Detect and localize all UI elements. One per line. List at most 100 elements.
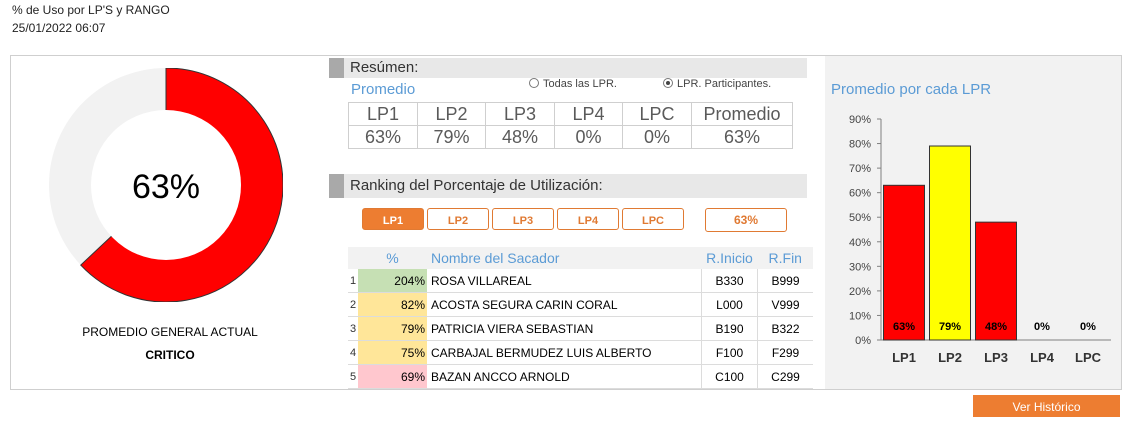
bar-lp2 [929,145,971,341]
section-marker [329,174,344,198]
x-tick-label-lp4: LP4 [1030,350,1055,365]
summary-col-lp1: LP1 [348,102,418,126]
radio-todas-label: Todas las LPR. [543,78,617,90]
row-fin: V999 [757,292,813,317]
row-inicio: B190 [701,316,758,341]
promedio-subtitle: Promedio [351,81,416,98]
ranking-header-name: Nombre del Sacador [427,247,702,269]
row-number: 2 [348,292,358,317]
ranking-header-row: % Nombre del Sacador R.Inicio R.Fin [348,247,813,269]
ranking-tab-lp3[interactable]: LP3 [492,208,554,230]
table-row: 2 82% ACOSTA SEGURA CARIN CORAL L000 V99… [348,292,813,317]
row-pct: 79% [358,316,427,341]
radio-lpr-participantes[interactable]: LPR. Participantes. [663,78,771,90]
row-name: ACOSTA SEGURA CARIN CORAL [427,292,702,317]
summary-col-promedio: Promedio [691,102,793,126]
lpr-average-chart: Promedio por cada LPR 0% 10% 20% 30% 40% 50% 6… [825,56,1121,389]
resumen-title: Resúmen: [350,59,419,76]
row-number: 1 [348,269,358,293]
row-fin: B999 [757,269,813,293]
x-tick-label-lp2: LP2 [938,350,962,365]
x-tick-label-lpc: LPC [1075,350,1102,365]
row-pct: 75% [358,340,427,365]
summary-value-lpc: 0% [622,125,692,149]
summary-value-promedio: 63% [691,125,793,149]
bar-chart-svg: 0% 10% 20% 30% 40% 50% 60% 70% 80% 90% 63% LP1 79% LP… [849,114,1111,365]
summary-value-lp4: 0% [554,125,623,149]
radio-dot-on[interactable] [663,78,673,88]
y-tick-label: 20% [849,286,871,298]
table-row: 1 204% ROSA VILLAREAL B330 B999 [348,269,813,293]
donut-caption: PROMEDIO GENERAL ACTUAL [82,325,258,339]
ranking-header-inicio: R.Inicio [701,247,758,269]
row-name: ROSA VILLAREAL [427,269,702,293]
summary-value-lp1: 63% [348,125,418,149]
ranking-tab-lpc[interactable]: LPC [622,208,684,230]
row-fin: C299 [757,364,813,389]
row-fin: F299 [757,340,813,365]
donut-svg: 63% [49,67,284,303]
data-label-lp1: 63% [893,321,915,333]
row-pct: 69% [358,364,427,389]
row-name: CARBAJAL BERMUDEZ LUIS ALBERTO [427,340,702,365]
ranking-tab-lp1[interactable]: LP1 [362,208,424,230]
summary-col-lp3: LP3 [485,102,555,126]
summary-table: LP1 LP2 LP3 LP4 LPC Promedio 63% 79% 48%… [348,102,793,149]
bar-lp3 [975,221,1017,341]
dashboard-panel: 63% PROMEDIO GENERAL ACTUAL CRITICO Resú… [10,55,1122,390]
ranking-section-header: Ranking del Porcentaje de Utilización: [329,174,807,198]
row-inicio: F100 [701,340,758,365]
y-tick-label: 60% [849,188,871,200]
bar-lp1 [883,184,925,341]
ranking-title: Ranking del Porcentaje de Utilización: [350,177,603,194]
row-number: 3 [348,316,358,341]
y-tick-label: 80% [849,139,871,151]
donut-status: CRITICO [145,348,195,362]
table-row: 4 75% CARBAJAL BERMUDEZ LUIS ALBERTO F10… [348,340,813,365]
summary-header-row: LP1 LP2 LP3 LP4 LPC Promedio [348,102,793,126]
table-row: 3 79% PATRICIA VIERA SEBASTIAN B190 B322 [348,316,813,341]
row-fin: B322 [757,316,813,341]
ranking-header-num [348,247,358,269]
row-name: PATRICIA VIERA SEBASTIAN [427,316,702,341]
donut-value-label: 63% [132,168,200,206]
row-number: 5 [348,364,358,389]
summary-col-lpc: LPC [622,102,692,126]
summary-col-lp4: LP4 [554,102,623,126]
ranking-tab-lp2[interactable]: LP2 [427,208,489,230]
x-tick-label-lp3: LP3 [984,350,1008,365]
radio-dot-off[interactable] [529,78,539,88]
y-tick-label: 50% [849,212,871,224]
y-tick-label: 90% [849,114,871,126]
ranking-value-badge: 63% [705,208,787,232]
row-number: 4 [348,340,358,365]
radio-participantes-label: LPR. Participantes. [677,78,772,90]
row-pct: 82% [358,292,427,317]
ranking-header-pct: % [358,247,427,269]
ver-historico-button[interactable]: Ver Histórico [973,395,1120,417]
timestamp: 25/01/2022 06:07 [12,21,106,35]
data-label-lpc: 0% [1080,321,1096,333]
row-inicio: C100 [701,364,758,389]
y-tick-label: 70% [849,163,871,175]
data-label-lp2: 79% [939,321,961,333]
average-donut-chart: 63% [49,67,284,303]
chart-title: Promedio por cada LPR [831,81,992,98]
ranking-tab-lp4[interactable]: LP4 [557,208,619,230]
section-marker [329,58,344,78]
data-label-lp3: 48% [985,321,1007,333]
row-inicio: B330 [701,269,758,293]
resumen-section-header: Resúmen: [329,58,807,78]
donut-hole [91,110,241,260]
summary-value-lp2: 79% [417,125,486,149]
row-name: BAZAN ANCCO ARNOLD [427,364,702,389]
y-tick-label: 40% [849,237,871,249]
y-tick-label: 0% [855,335,871,347]
row-inicio: L000 [701,292,758,317]
y-tick-label: 30% [849,261,871,273]
radio-todas-lpr[interactable]: Todas las LPR. [529,78,617,90]
row-pct: 204% [358,269,427,293]
ranking-table: % Nombre del Sacador R.Inicio R.Fin 1 20… [348,247,813,389]
page-title: % de Uso por LP'S y RANGO [12,3,170,17]
summary-col-lp2: LP2 [417,102,486,126]
